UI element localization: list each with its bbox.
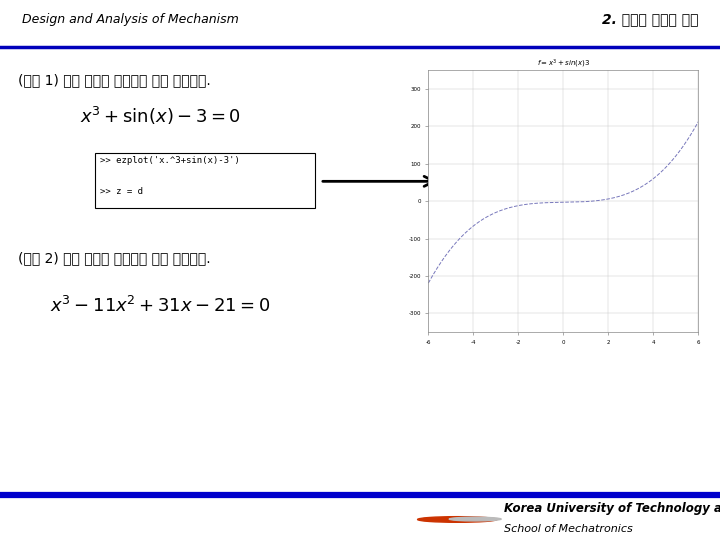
Circle shape xyxy=(449,517,501,521)
Text: (예제 2) 다음 비선형 방정식의 해를 구하시오.: (예제 2) 다음 비선형 방정식의 해를 구하시오. xyxy=(18,251,211,265)
Circle shape xyxy=(418,517,497,522)
Text: Korea University of Technology and Education: Korea University of Technology and Educa… xyxy=(504,502,720,515)
Text: >> ezplot('x.^3+sin(x)-3'): >> ezplot('x.^3+sin(x)-3') xyxy=(100,156,240,165)
Text: 2. 비선형 방정식 해법: 2. 비선형 방정식 해법 xyxy=(602,12,698,26)
Text: Design and Analysis of Mechanism: Design and Analysis of Mechanism xyxy=(22,13,238,26)
Text: School of Mechatronics: School of Mechatronics xyxy=(504,524,633,534)
Title: $f=x^3+sin(x)3$: $f=x^3+sin(x)3$ xyxy=(537,58,590,70)
Text: $x^3 - 11x^2 + 31x - 21 = 0$: $x^3 - 11x^2 + 31x - 21 = 0$ xyxy=(50,296,270,316)
Text: >> z = d: >> z = d xyxy=(100,187,143,197)
Text: (예제 1) 다음 비선형 방정식의 해를 구하시오.: (예제 1) 다음 비선형 방정식의 해를 구하시오. xyxy=(18,73,211,87)
FancyBboxPatch shape xyxy=(95,153,315,208)
Text: $x^3 + \sin(x) - 3 = 0$: $x^3 + \sin(x) - 3 = 0$ xyxy=(80,105,240,127)
